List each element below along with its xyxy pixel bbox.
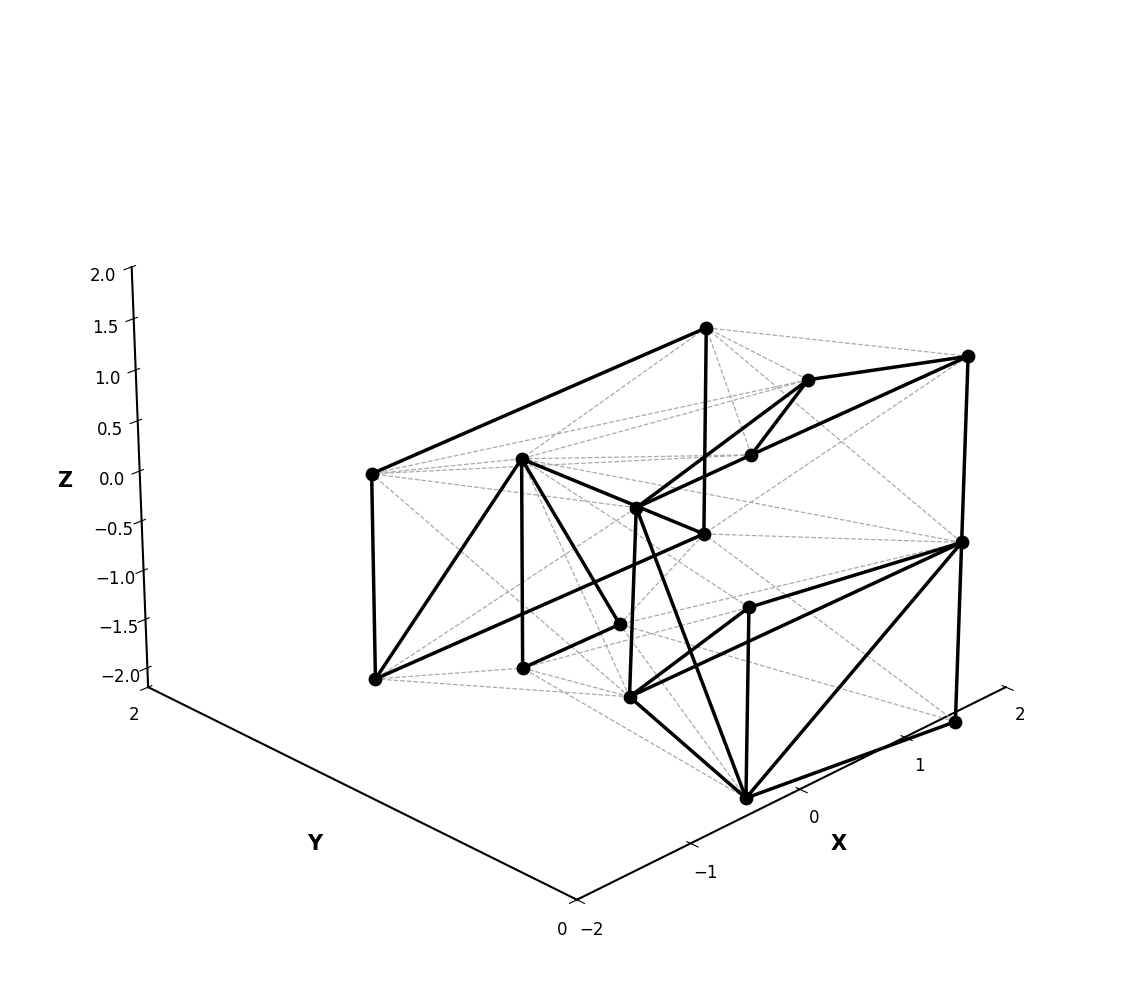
Y-axis label: Y: Y	[308, 834, 323, 854]
X-axis label: X: X	[831, 834, 847, 854]
